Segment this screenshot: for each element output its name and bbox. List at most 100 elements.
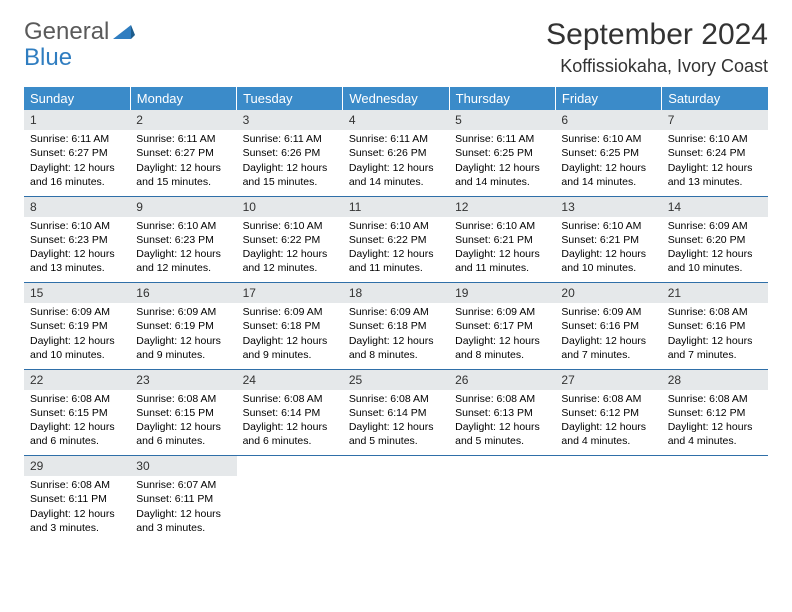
sunrise-line: Sunrise: 6:09 AM [455, 305, 549, 319]
weekday-header: Friday [555, 87, 661, 110]
weekday-header: Monday [130, 87, 236, 110]
day-body: Sunrise: 6:10 AMSunset: 6:24 PMDaylight:… [662, 130, 768, 193]
day-cell: 19Sunrise: 6:09 AMSunset: 6:17 PMDayligh… [449, 283, 555, 369]
page-header: General September 2024 Koffissiokaha, Iv… [24, 18, 768, 77]
sunrise-line: Sunrise: 6:07 AM [136, 478, 230, 492]
day-body: Sunrise: 6:08 AMSunset: 6:11 PMDaylight:… [24, 476, 130, 539]
day-body: Sunrise: 6:11 AMSunset: 6:25 PMDaylight:… [449, 130, 555, 193]
daylight-line: Daylight: 12 hours and 10 minutes. [561, 247, 655, 275]
daylight-line: Daylight: 12 hours and 14 minutes. [561, 161, 655, 189]
sunrise-line: Sunrise: 6:11 AM [30, 132, 124, 146]
day-number: 2 [130, 110, 236, 130]
day-cell: 2Sunrise: 6:11 AMSunset: 6:27 PMDaylight… [130, 110, 236, 196]
sunset-line: Sunset: 6:15 PM [136, 406, 230, 420]
day-number: 25 [343, 370, 449, 390]
daylight-line: Daylight: 12 hours and 6 minutes. [136, 420, 230, 448]
day-cell: 7Sunrise: 6:10 AMSunset: 6:24 PMDaylight… [662, 110, 768, 196]
day-cell: 21Sunrise: 6:08 AMSunset: 6:16 PMDayligh… [662, 283, 768, 369]
month-title: September 2024 [546, 18, 768, 52]
daylight-line: Daylight: 12 hours and 8 minutes. [349, 334, 443, 362]
sunrise-line: Sunrise: 6:08 AM [668, 305, 762, 319]
day-cell: 12Sunrise: 6:10 AMSunset: 6:21 PMDayligh… [449, 197, 555, 283]
day-cell: 16Sunrise: 6:09 AMSunset: 6:19 PMDayligh… [130, 283, 236, 369]
sunset-line: Sunset: 6:23 PM [136, 233, 230, 247]
weekday-header: Sunday [24, 87, 130, 110]
daylight-line: Daylight: 12 hours and 6 minutes. [30, 420, 124, 448]
day-body: Sunrise: 6:07 AMSunset: 6:11 PMDaylight:… [130, 476, 236, 539]
sunset-line: Sunset: 6:14 PM [349, 406, 443, 420]
weekday-header-row: SundayMondayTuesdayWednesdayThursdayFrid… [24, 87, 768, 110]
sunset-line: Sunset: 6:21 PM [455, 233, 549, 247]
day-body: Sunrise: 6:09 AMSunset: 6:20 PMDaylight:… [662, 217, 768, 280]
empty-day-cell [555, 456, 661, 542]
daylight-line: Daylight: 12 hours and 13 minutes. [668, 161, 762, 189]
sunset-line: Sunset: 6:15 PM [30, 406, 124, 420]
day-cell: 25Sunrise: 6:08 AMSunset: 6:14 PMDayligh… [343, 370, 449, 456]
sunset-line: Sunset: 6:27 PM [136, 146, 230, 160]
day-body: Sunrise: 6:10 AMSunset: 6:22 PMDaylight:… [237, 217, 343, 280]
week-row: 8Sunrise: 6:10 AMSunset: 6:23 PMDaylight… [24, 197, 768, 283]
sunrise-line: Sunrise: 6:09 AM [30, 305, 124, 319]
week-row: 29Sunrise: 6:08 AMSunset: 6:11 PMDayligh… [24, 456, 768, 542]
day-number: 27 [555, 370, 661, 390]
day-body: Sunrise: 6:08 AMSunset: 6:14 PMDaylight:… [237, 390, 343, 453]
day-cell: 28Sunrise: 6:08 AMSunset: 6:12 PMDayligh… [662, 370, 768, 456]
logo-text-general: General [24, 18, 109, 46]
sunset-line: Sunset: 6:16 PM [561, 319, 655, 333]
day-number: 16 [130, 283, 236, 303]
day-cell: 4Sunrise: 6:11 AMSunset: 6:26 PMDaylight… [343, 110, 449, 196]
sunset-line: Sunset: 6:18 PM [349, 319, 443, 333]
day-cell: 27Sunrise: 6:08 AMSunset: 6:12 PMDayligh… [555, 370, 661, 456]
day-cell: 23Sunrise: 6:08 AMSunset: 6:15 PMDayligh… [130, 370, 236, 456]
week-row: 22Sunrise: 6:08 AMSunset: 6:15 PMDayligh… [24, 370, 768, 456]
day-cell: 10Sunrise: 6:10 AMSunset: 6:22 PMDayligh… [237, 197, 343, 283]
sunrise-line: Sunrise: 6:11 AM [243, 132, 337, 146]
day-body: Sunrise: 6:11 AMSunset: 6:27 PMDaylight:… [130, 130, 236, 193]
day-number: 26 [449, 370, 555, 390]
sunset-line: Sunset: 6:19 PM [136, 319, 230, 333]
day-number: 18 [343, 283, 449, 303]
week-row: 1Sunrise: 6:11 AMSunset: 6:27 PMDaylight… [24, 110, 768, 196]
sunset-line: Sunset: 6:22 PM [243, 233, 337, 247]
day-cell: 13Sunrise: 6:10 AMSunset: 6:21 PMDayligh… [555, 197, 661, 283]
daylight-line: Daylight: 12 hours and 11 minutes. [455, 247, 549, 275]
day-number: 17 [237, 283, 343, 303]
day-body: Sunrise: 6:11 AMSunset: 6:26 PMDaylight:… [237, 130, 343, 193]
day-cell: 15Sunrise: 6:09 AMSunset: 6:19 PMDayligh… [24, 283, 130, 369]
day-number: 30 [130, 456, 236, 476]
daylight-line: Daylight: 12 hours and 6 minutes. [243, 420, 337, 448]
day-number: 6 [555, 110, 661, 130]
day-body: Sunrise: 6:09 AMSunset: 6:16 PMDaylight:… [555, 303, 661, 366]
sunrise-line: Sunrise: 6:08 AM [668, 392, 762, 406]
day-body: Sunrise: 6:11 AMSunset: 6:26 PMDaylight:… [343, 130, 449, 193]
sunset-line: Sunset: 6:24 PM [668, 146, 762, 160]
day-number: 7 [662, 110, 768, 130]
logo-text-blue: Blue [24, 44, 72, 72]
day-body: Sunrise: 6:10 AMSunset: 6:25 PMDaylight:… [555, 130, 661, 193]
sunset-line: Sunset: 6:18 PM [243, 319, 337, 333]
day-cell: 24Sunrise: 6:08 AMSunset: 6:14 PMDayligh… [237, 370, 343, 456]
day-cell: 29Sunrise: 6:08 AMSunset: 6:11 PMDayligh… [24, 456, 130, 542]
day-body: Sunrise: 6:10 AMSunset: 6:21 PMDaylight:… [555, 217, 661, 280]
daylight-line: Daylight: 12 hours and 9 minutes. [243, 334, 337, 362]
day-number: 9 [130, 197, 236, 217]
title-block: September 2024 Koffissiokaha, Ivory Coas… [546, 18, 768, 77]
sunset-line: Sunset: 6:19 PM [30, 319, 124, 333]
empty-day-cell [449, 456, 555, 542]
sunset-line: Sunset: 6:21 PM [561, 233, 655, 247]
day-number: 13 [555, 197, 661, 217]
daylight-line: Daylight: 12 hours and 15 minutes. [243, 161, 337, 189]
sunset-line: Sunset: 6:14 PM [243, 406, 337, 420]
day-body: Sunrise: 6:08 AMSunset: 6:14 PMDaylight:… [343, 390, 449, 453]
day-body: Sunrise: 6:08 AMSunset: 6:12 PMDaylight:… [662, 390, 768, 453]
day-cell: 26Sunrise: 6:08 AMSunset: 6:13 PMDayligh… [449, 370, 555, 456]
day-number: 11 [343, 197, 449, 217]
day-cell: 9Sunrise: 6:10 AMSunset: 6:23 PMDaylight… [130, 197, 236, 283]
daylight-line: Daylight: 12 hours and 14 minutes. [349, 161, 443, 189]
day-cell: 11Sunrise: 6:10 AMSunset: 6:22 PMDayligh… [343, 197, 449, 283]
day-number: 1 [24, 110, 130, 130]
day-cell: 1Sunrise: 6:11 AMSunset: 6:27 PMDaylight… [24, 110, 130, 196]
sunrise-line: Sunrise: 6:08 AM [30, 478, 124, 492]
sunset-line: Sunset: 6:12 PM [668, 406, 762, 420]
sunrise-line: Sunrise: 6:11 AM [349, 132, 443, 146]
